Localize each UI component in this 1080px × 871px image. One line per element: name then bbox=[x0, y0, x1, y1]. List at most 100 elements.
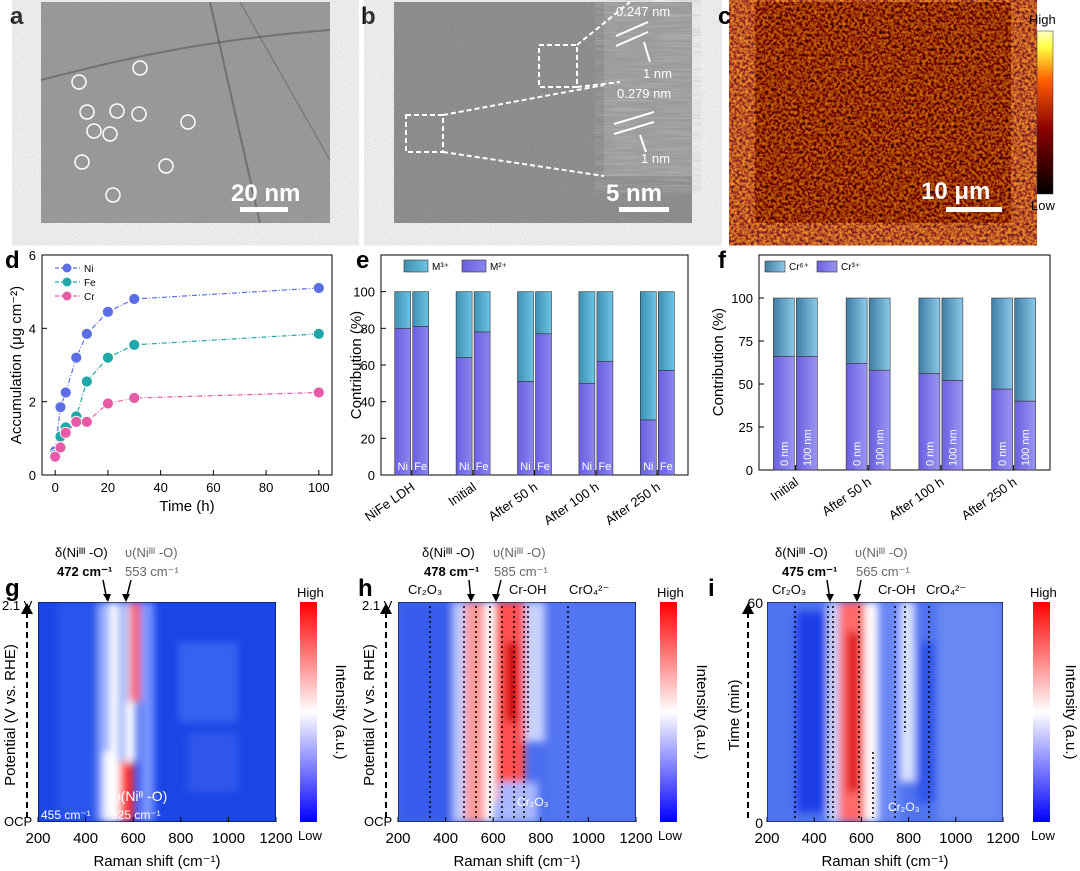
colorbar-i bbox=[1033, 602, 1050, 822]
bar-cr3 bbox=[868, 369, 891, 471]
bar-cr6 bbox=[796, 297, 818, 357]
bar-cr3 bbox=[845, 363, 868, 471]
colorbar-title-g: Intensity (a.u.) bbox=[332, 664, 349, 759]
xtick-label-i: 1200 bbox=[986, 830, 1019, 847]
panel-d: d 0 20 40 60 80 100 0 2 4 6 Ni Fe Cr Time (h) Accum… bbox=[5, 247, 333, 515]
particle-circle bbox=[109, 103, 125, 119]
bar-element-label-e: Fe bbox=[414, 461, 427, 473]
legend-swatch-f bbox=[816, 260, 838, 273]
d-spacing-bottom: 0.279 nm bbox=[617, 86, 671, 101]
xtick-label-i: 1000 bbox=[939, 830, 972, 847]
ylabel-h: Potential (V vs. RHE) bbox=[361, 644, 378, 786]
particle-circle bbox=[79, 104, 95, 120]
bar-m2 bbox=[578, 383, 596, 476]
colorbar-high-i: High bbox=[1030, 585, 1057, 600]
point-ni bbox=[102, 305, 114, 318]
ytick-label-e: 40 bbox=[361, 395, 375, 410]
panel-label-g: g bbox=[5, 575, 20, 602]
xtick-label-i: 600 bbox=[849, 830, 874, 847]
particle-circle bbox=[131, 106, 147, 122]
ytick-label-e: 100 bbox=[353, 285, 375, 300]
panel-b: b 0.247 nm 1 nm 0.279 nm 1 nm 5 nm bbox=[361, 1, 692, 223]
group-label-e: Initial bbox=[445, 479, 479, 509]
ytick-label-d: 6 bbox=[29, 248, 36, 263]
panel-h: h bbox=[358, 545, 710, 870]
point-fe bbox=[102, 351, 114, 364]
zoom-box-top bbox=[538, 44, 578, 88]
panel-c: c 10 μm High Low bbox=[718, 2, 1056, 223]
ylabel-e: Contribution (%) bbox=[348, 311, 365, 419]
particle-circle bbox=[71, 74, 87, 90]
group-label-e: After 250 h bbox=[602, 479, 663, 528]
bar-cr3 bbox=[991, 388, 1013, 471]
xtick-label-h: 1200 bbox=[619, 830, 652, 847]
xtick-label-g: 400 bbox=[73, 830, 98, 847]
legend-text-d: Cr bbox=[84, 292, 95, 303]
annotation-delta-i: δ(Niᴵᴵᴵ -O) bbox=[775, 545, 828, 560]
point-ni bbox=[80, 327, 93, 340]
panel-a: a 20 nm bbox=[10, 1, 331, 224]
bar-depth-label-f: 0 nm bbox=[924, 442, 936, 466]
bar-element-label-e: Fe bbox=[598, 461, 611, 473]
particle-circle bbox=[132, 60, 148, 76]
annotation-nu-val-i: 565 cm⁻¹ bbox=[856, 564, 910, 579]
legend-text-d: Ni bbox=[84, 264, 93, 275]
panel-label-e: e bbox=[356, 247, 369, 274]
bar-depth-label-f: 0 nm bbox=[997, 442, 1009, 466]
bar-m3 bbox=[394, 291, 412, 329]
bar-m3 bbox=[657, 291, 675, 371]
xtick-label-g: 800 bbox=[168, 830, 193, 847]
top-tick-h: 2.1 V bbox=[362, 598, 393, 613]
bar-element-label-e: Ni bbox=[459, 461, 469, 473]
annotation-delta-val-g: 472 cm⁻¹ bbox=[57, 564, 112, 579]
colorbar-high-g: High bbox=[297, 585, 324, 600]
line-cr bbox=[54, 391, 319, 457]
annotation-delta-g: δ(Niᴵᴵᴵ -O) bbox=[55, 545, 108, 560]
point-ni bbox=[312, 282, 325, 294]
ylabel-f: Contribution (%) bbox=[710, 308, 727, 416]
annotation-cro4-h: CrO₄²⁻ bbox=[569, 582, 609, 597]
point-fe bbox=[312, 327, 325, 340]
legend-text-f: Cr³⁺ bbox=[841, 262, 860, 273]
legend-swatch-e bbox=[403, 259, 429, 273]
bar-m2 bbox=[394, 328, 412, 476]
annotation-455-g: 455 cm⁻¹ bbox=[41, 808, 91, 822]
annotation-cr2o3-h: Cr₂O₃ bbox=[408, 582, 442, 597]
bar-depth-label-f: 0 nm bbox=[779, 442, 791, 466]
bars-f: 0 nm 100 nm 0 nm 100 nm 0 nm 100 nm 0 nm 100 nm bbox=[773, 297, 1036, 471]
point-cr bbox=[70, 415, 83, 428]
legend-f: Cr⁶⁺ Cr³⁺ bbox=[764, 260, 860, 273]
heatmap-i bbox=[767, 602, 1003, 822]
bar-m2 bbox=[535, 333, 552, 476]
bar-cr6 bbox=[941, 297, 964, 381]
xtick-label-g: 200 bbox=[25, 830, 50, 847]
scale-text-a: 20 nm bbox=[231, 180, 300, 207]
bar-element-label-e: Ni bbox=[582, 461, 592, 473]
annotation-nu-g: υ(Niᴵᴵᴵ -O) bbox=[125, 545, 178, 560]
panel-label-b: b bbox=[361, 3, 376, 30]
bar-m2 bbox=[596, 361, 614, 476]
legend-text-f: Cr⁶⁺ bbox=[789, 262, 809, 273]
bar-element-label-e: Fe bbox=[476, 461, 489, 473]
particle-circle bbox=[102, 126, 118, 142]
xlabel-i: Raman shift (cm⁻¹) bbox=[821, 853, 948, 870]
line-fe bbox=[54, 333, 319, 455]
bar-m3 bbox=[596, 291, 614, 362]
panel-label-i: i bbox=[708, 575, 715, 602]
annotation-cr2o3-low-h: Cr₂O₃ bbox=[517, 795, 549, 809]
axes-f bbox=[758, 254, 1051, 471]
bar-cr6 bbox=[773, 297, 795, 357]
legend-swatch-e bbox=[461, 259, 487, 273]
colorbar-h bbox=[660, 602, 677, 822]
xtick-label-d: 0 bbox=[52, 480, 59, 495]
bar-cr3 bbox=[773, 356, 795, 471]
bottom-tick-h: OCP bbox=[364, 814, 392, 829]
bar-element-label-e: Ni bbox=[520, 461, 530, 473]
bar-depth-label-f: 100 nm bbox=[1020, 429, 1032, 466]
annotation-delta-h: δ(Niᴵᴵᴵ -O) bbox=[422, 545, 475, 560]
xlabel-d: Time (h) bbox=[159, 498, 214, 515]
xlabel-h: Raman shift (cm⁻¹) bbox=[453, 853, 580, 870]
ytick-label-e: 20 bbox=[361, 431, 375, 446]
